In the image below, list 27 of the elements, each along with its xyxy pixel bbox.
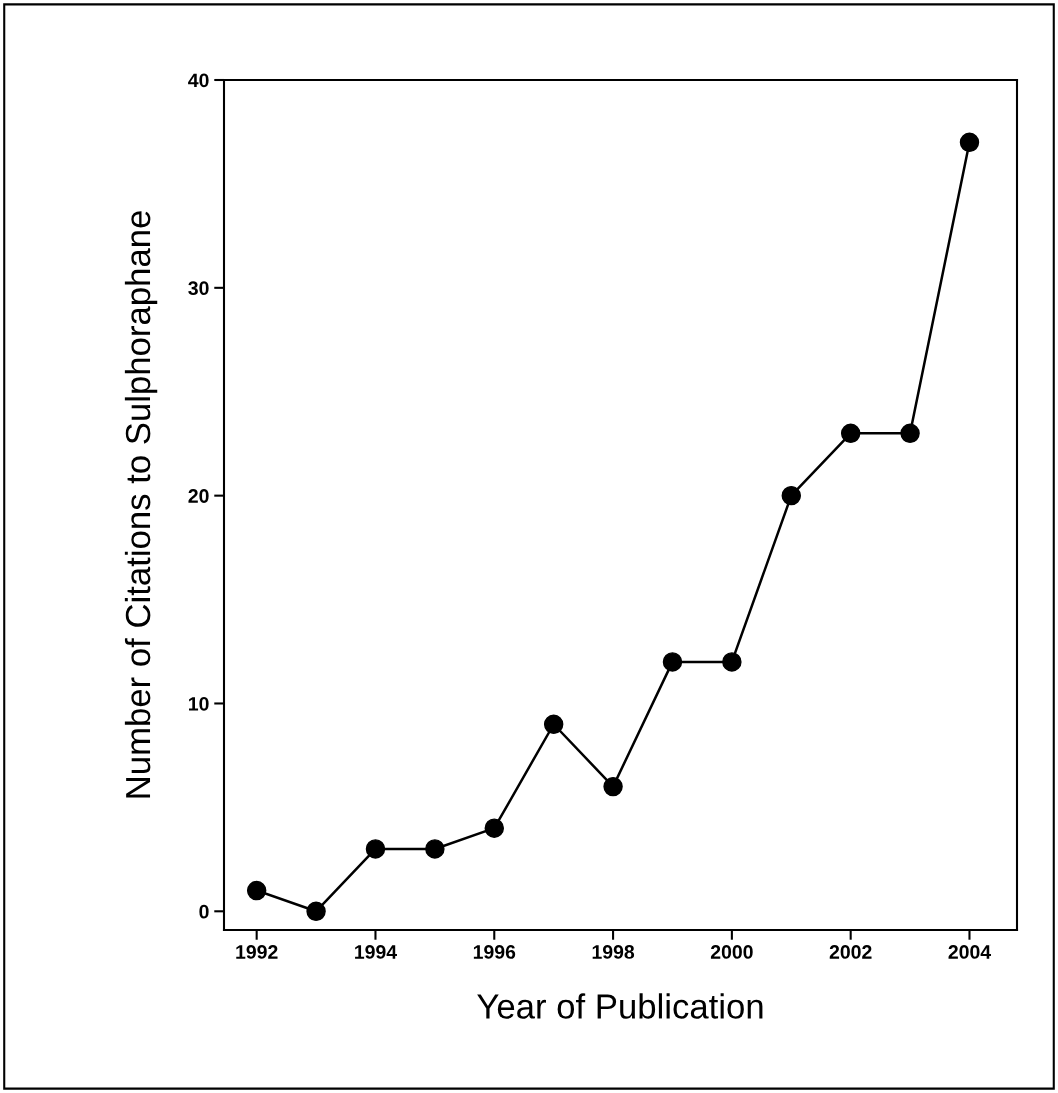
point [306, 901, 326, 922]
point [840, 423, 861, 444]
x-tick-label: 1994 [355, 945, 397, 959]
x-tick-label: 2000 [710, 945, 753, 959]
x-tick-label: 1996 [473, 945, 516, 959]
point [425, 839, 445, 859]
point [781, 485, 802, 506]
point [959, 132, 980, 153]
point [484, 818, 504, 838]
x-tick-label: 1992 [236, 945, 278, 959]
x-axis-title: Year of Publication [477, 993, 763, 1019]
point [603, 776, 623, 797]
x-tick-label: 1998 [592, 945, 635, 959]
point [543, 714, 564, 734]
point [900, 423, 920, 444]
y-axis-title: Number of Citations to Sulphoraphane [124, 211, 158, 798]
point [365, 839, 386, 859]
x-tick-label: 2002 [829, 945, 872, 959]
y-tick-label: 20 [188, 489, 209, 503]
point [662, 652, 683, 672]
y-tick-label: 10 [189, 696, 209, 711]
y-tick-label: 30 [188, 281, 209, 296]
point [722, 652, 742, 672]
y-tick-label: 40 [188, 73, 209, 88]
point [246, 880, 267, 901]
y-tick-label: 0 [199, 904, 209, 919]
x-tick-label: 2004 [948, 945, 992, 959]
